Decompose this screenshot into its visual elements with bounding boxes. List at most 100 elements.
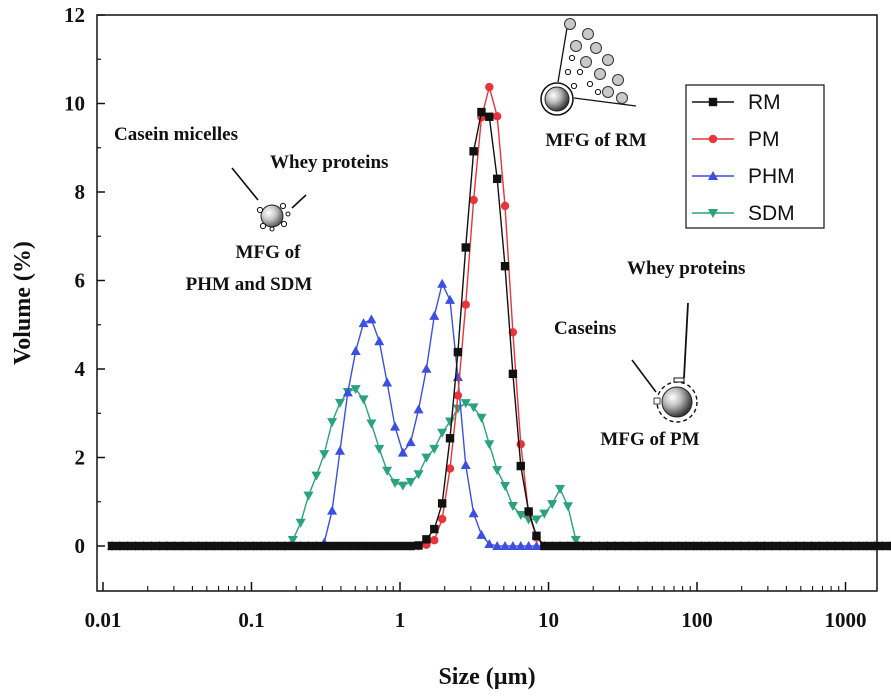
data-point — [673, 541, 683, 551]
data-point — [421, 363, 432, 373]
data-point — [406, 541, 415, 551]
data-point — [265, 541, 274, 551]
data-point — [382, 377, 393, 387]
data-point — [500, 541, 511, 550]
data-point — [334, 445, 345, 455]
data-point — [351, 541, 360, 551]
annotation-rm: MFG of RM — [540, 18, 647, 151]
fat-globule-pm-icon — [653, 377, 698, 423]
data-point — [453, 347, 463, 357]
data-point — [382, 541, 392, 551]
data-point — [359, 541, 368, 551]
data-point — [413, 470, 424, 480]
data-point — [225, 541, 235, 551]
x-axis-title: Size (µm) — [438, 664, 535, 690]
data-point — [429, 444, 440, 454]
data-point — [570, 535, 581, 545]
data-point — [303, 491, 314, 501]
data-point — [468, 508, 479, 518]
legend-label: PHM — [748, 165, 795, 188]
data-point — [610, 541, 620, 551]
whey-right-pointer-line — [683, 302, 689, 379]
x-tick-label: 0.1 — [238, 608, 264, 632]
data-point — [681, 541, 691, 551]
whey-proteins-right-label: Whey proteins — [627, 258, 745, 279]
data-point — [775, 541, 785, 551]
data-point — [476, 413, 487, 423]
data-point — [642, 541, 651, 551]
data-point — [405, 437, 416, 447]
y-axis: 0 2 4 6 8 10 12 — [64, 3, 105, 558]
data-point — [327, 418, 338, 428]
data-point — [485, 112, 494, 121]
fat-globule-rm-icon — [540, 18, 637, 116]
data-point — [280, 541, 290, 551]
data-point — [374, 444, 385, 454]
data-point — [430, 524, 439, 534]
data-point — [547, 500, 558, 510]
data-point — [507, 541, 518, 550]
x-tick-label: 10 — [538, 608, 559, 632]
data-point — [398, 541, 408, 551]
data-point — [492, 174, 502, 184]
data-point — [249, 541, 258, 551]
series-sdm — [107, 385, 891, 551]
data-point — [334, 398, 345, 408]
data-point — [697, 541, 706, 551]
data-point — [453, 391, 463, 400]
data-point — [295, 518, 306, 528]
series-line-phm — [112, 281, 891, 547]
data-point — [350, 385, 361, 395]
whey-dot — [576, 68, 584, 76]
micelle-dot — [582, 28, 594, 40]
y-axis-title: Volume (%) — [10, 241, 36, 365]
data-point — [791, 541, 801, 551]
data-point — [838, 541, 848, 551]
data-point — [312, 541, 321, 551]
data-point — [397, 447, 408, 457]
whey-dot — [568, 54, 576, 62]
data-point — [460, 459, 471, 469]
legend: RM PM PHM SDM — [685, 84, 825, 229]
data-point — [689, 541, 698, 551]
data-point — [469, 147, 478, 156]
data-point — [752, 541, 761, 551]
data-point — [571, 541, 580, 551]
data-point — [139, 541, 148, 551]
data-point — [658, 541, 667, 551]
mfg-of-rm-label: MFG of RM — [545, 130, 646, 151]
data-point — [461, 243, 470, 252]
data-point — [516, 461, 525, 471]
plot-frame — [96, 14, 878, 592]
x-tick-label: 0.01 — [85, 608, 122, 632]
data-point — [523, 541, 534, 550]
data-point — [367, 541, 376, 551]
data-point — [287, 536, 298, 546]
data-point — [540, 541, 549, 551]
data-point — [233, 541, 242, 551]
annotation-pm: Whey proteins Caseins MFG of PM — [554, 258, 745, 450]
data-point — [202, 541, 211, 551]
micelle-dot — [564, 18, 576, 30]
data-point — [650, 541, 659, 551]
data-point — [437, 278, 448, 288]
data-point — [327, 541, 337, 551]
data-point — [311, 471, 322, 481]
data-point — [665, 541, 675, 551]
data-point — [595, 541, 604, 551]
data-point — [492, 112, 502, 121]
data-point — [736, 541, 746, 551]
y-tick-label: 6 — [75, 269, 86, 293]
data-point — [461, 300, 470, 309]
data-point — [430, 536, 439, 545]
data-point — [555, 541, 565, 551]
micelle-dot — [602, 86, 614, 98]
data-point — [507, 502, 518, 512]
whey-dot — [594, 88, 602, 96]
data-point — [760, 541, 769, 551]
micelle-dot — [570, 40, 582, 52]
data-point — [500, 201, 510, 211]
data-point — [515, 510, 526, 520]
data-point — [508, 328, 518, 337]
data-point — [257, 541, 266, 551]
